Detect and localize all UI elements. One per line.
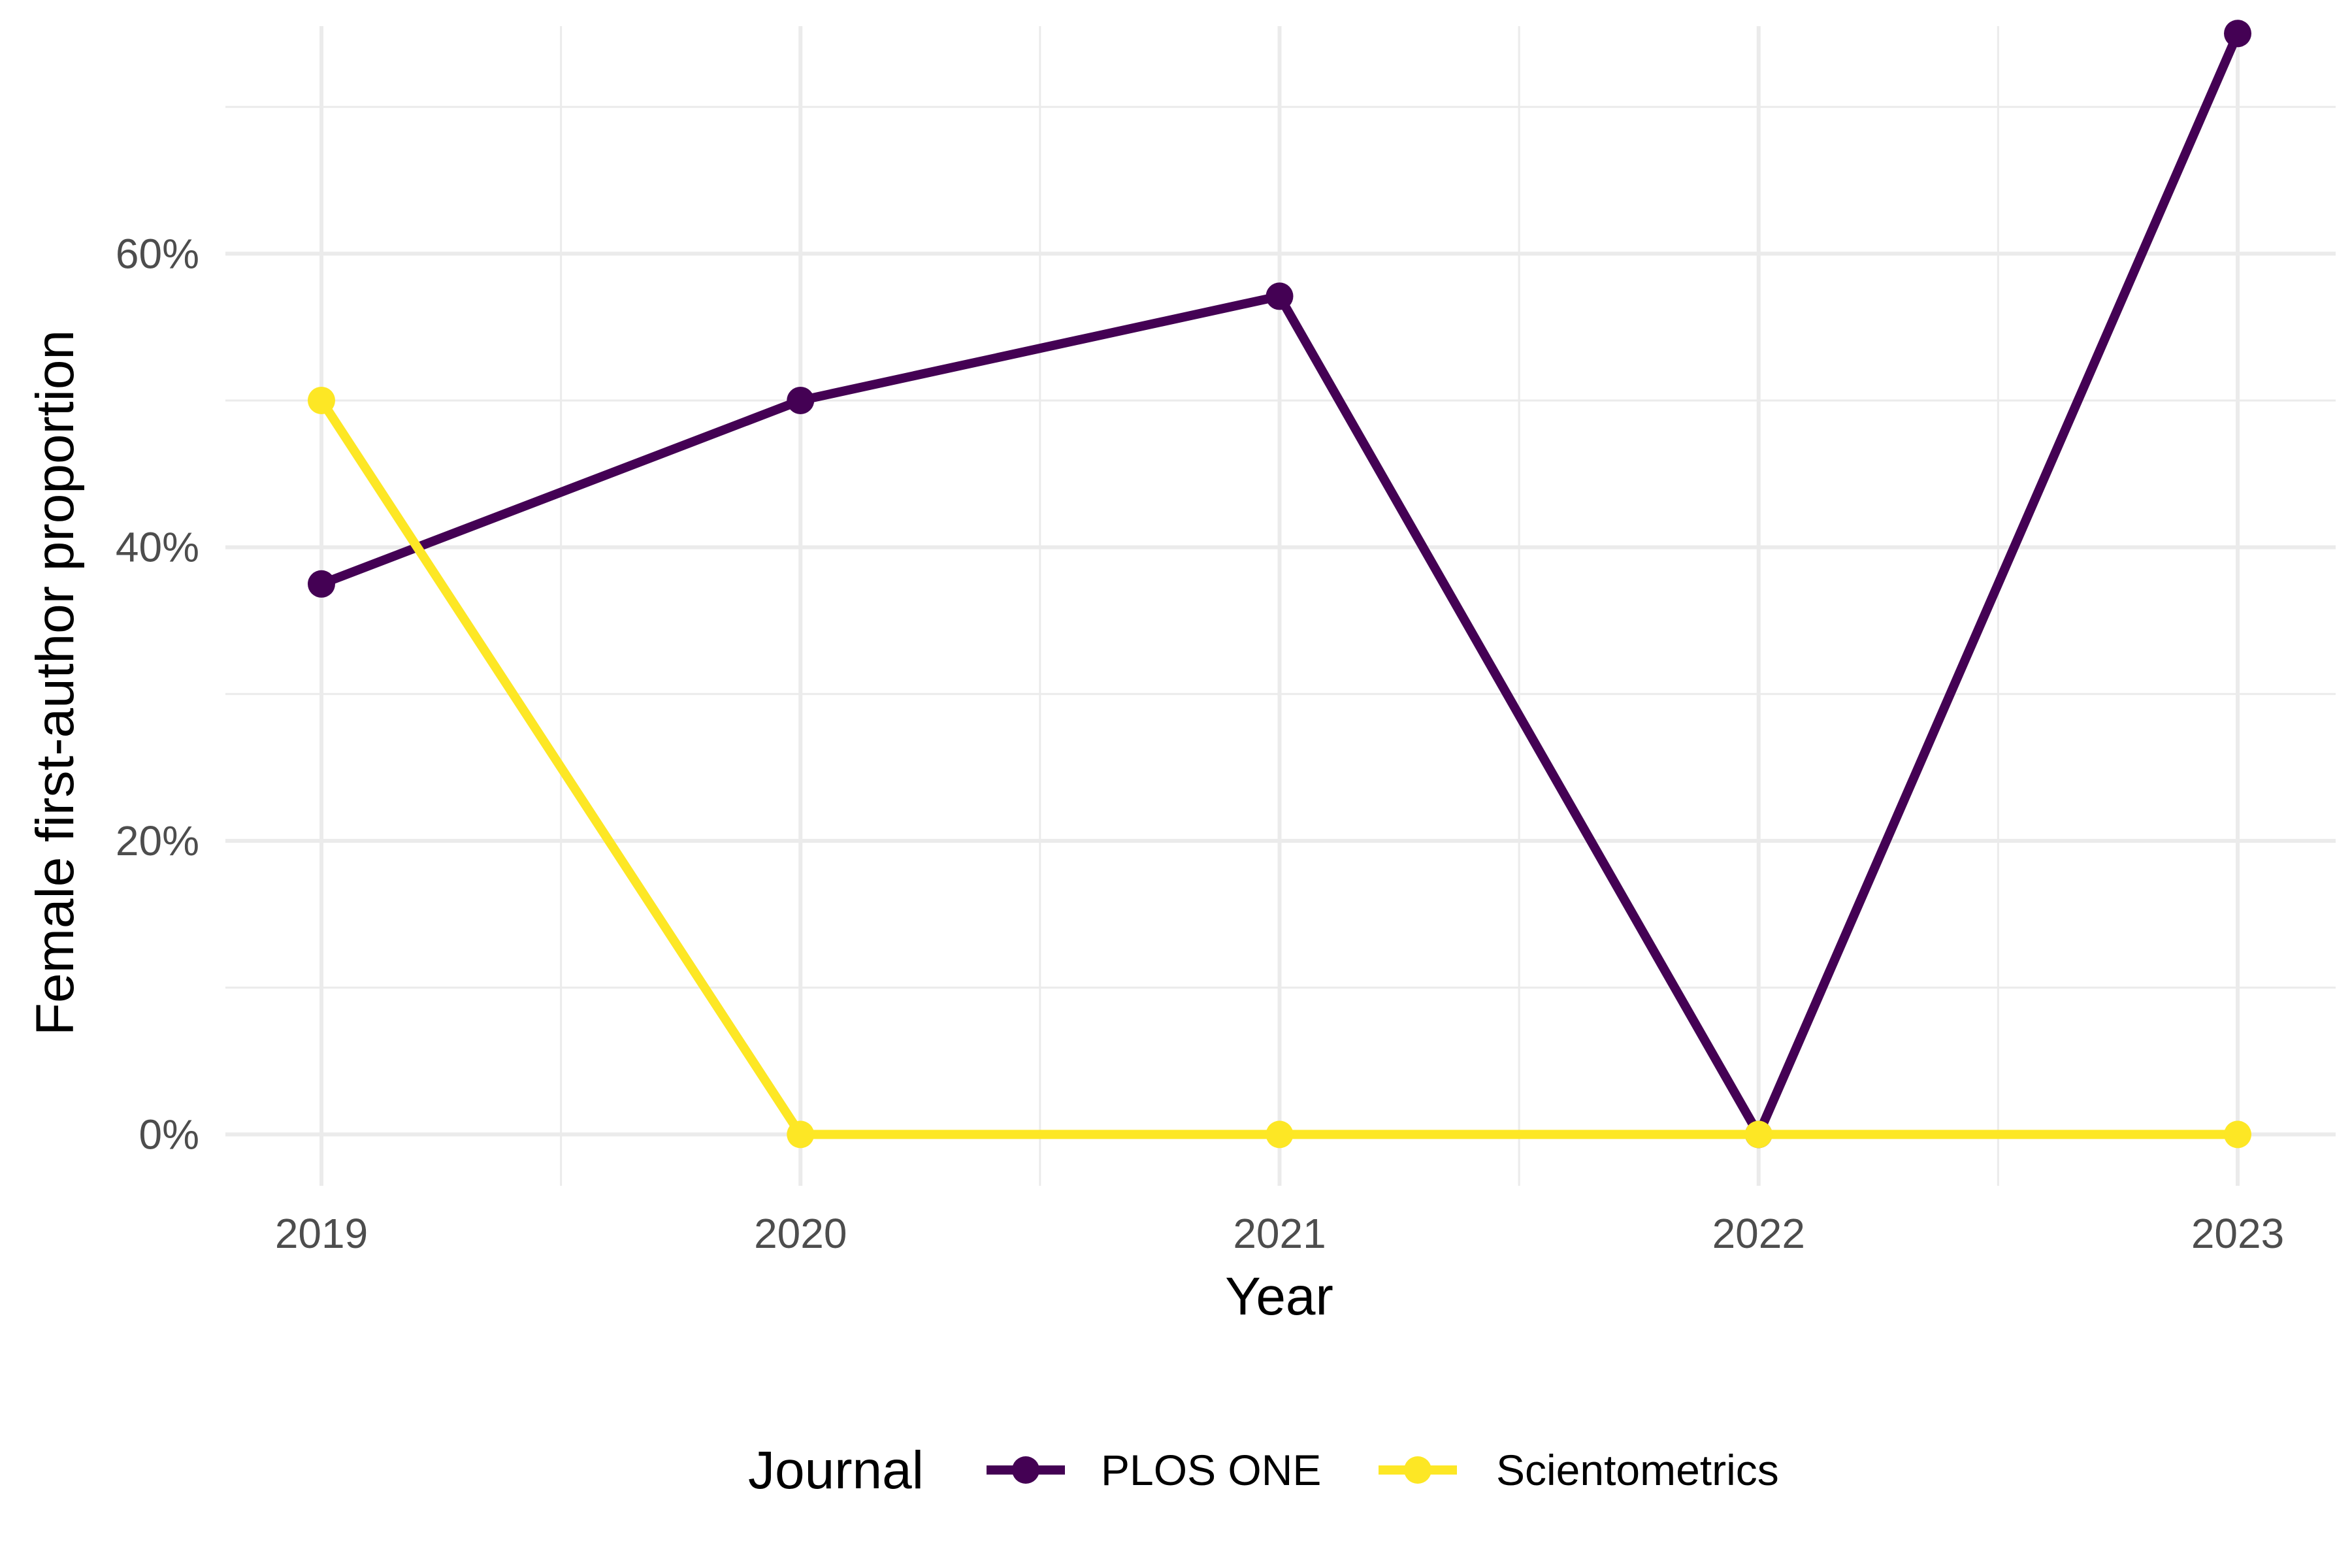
data-point — [2224, 1120, 2251, 1149]
x-tick-label: 2019 — [275, 1210, 368, 1257]
legend-label: PLOS ONE — [1101, 1446, 1321, 1494]
series-layer — [308, 20, 2251, 1149]
legend: Journal PLOS ONE Scientometrics — [748, 1441, 1779, 1500]
x-tick-label: 2023 — [2191, 1210, 2284, 1257]
y-tick-label: 60% — [116, 230, 199, 277]
data-point — [787, 1120, 815, 1149]
legend-title: Journal — [748, 1441, 924, 1500]
y-axis-title: Female first-author proportion — [25, 330, 85, 1036]
x-tick-label: 2020 — [754, 1210, 847, 1257]
data-point — [308, 570, 335, 598]
y-axis-ticks: 0% 20% 40% 60% — [116, 230, 199, 1158]
x-tick-label: 2022 — [1712, 1210, 1805, 1257]
data-point — [787, 386, 815, 414]
data-point — [1266, 282, 1294, 310]
legend-label: Scientometrics — [1496, 1446, 1779, 1494]
legend-key-point — [1404, 1456, 1431, 1484]
y-tick-label: 40% — [116, 524, 199, 571]
y-tick-label: 20% — [116, 817, 199, 864]
grid — [225, 26, 2336, 1186]
x-tick-label: 2021 — [1233, 1210, 1326, 1257]
y-tick-label: 0% — [139, 1111, 200, 1158]
x-axis-title: Year — [1225, 1267, 1333, 1326]
legend-key-point — [1012, 1456, 1039, 1484]
x-axis-ticks: 2019 2020 2021 2022 2023 — [275, 1210, 2284, 1257]
data-point — [2224, 20, 2251, 48]
data-point — [1266, 1120, 1294, 1149]
data-point — [1744, 1120, 1772, 1149]
data-point — [308, 386, 335, 414]
